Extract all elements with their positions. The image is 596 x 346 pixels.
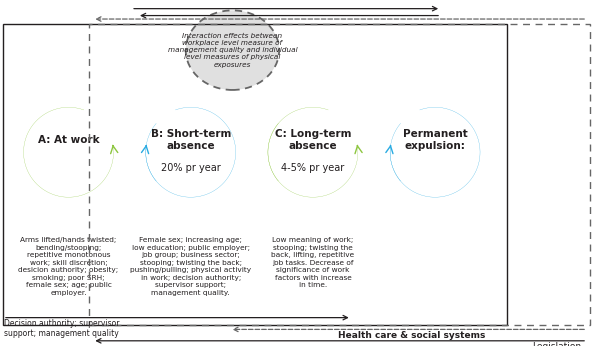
Ellipse shape [281,120,344,184]
Text: B: Short-term
absence: B: Short-term absence [151,129,231,151]
Text: Interaction effects between
workplace level measure of
management quality and in: Interaction effects between workplace le… [167,33,297,68]
Text: A: At work: A: At work [38,135,100,145]
Ellipse shape [186,10,279,90]
Ellipse shape [159,120,222,184]
Bar [89,24,590,325]
Text: Female sex; increasing age;
low education; public employer;
job group; business : Female sex; increasing age; low educatio… [130,237,252,295]
Ellipse shape [159,120,222,184]
Ellipse shape [403,120,467,184]
Text: 4-5% pr year: 4-5% pr year [281,163,344,173]
Text: Permanent
expulsion:: Permanent expulsion: [403,129,467,151]
Text: Health care & social systems: Health care & social systems [337,331,485,340]
Ellipse shape [403,120,467,184]
Ellipse shape [281,120,344,184]
Text: C: Long-term
absence: C: Long-term absence [275,129,351,151]
Text: 20% pr year: 20% pr year [161,163,221,173]
Text: Legislation: Legislation [532,342,581,346]
Text: Decision authority; supervisor
support; management quality: Decision authority; supervisor support; … [4,319,120,338]
Text: Low meaning of work;
stooping; twisting the
back, lifting, repetitive
job tasks.: Low meaning of work; stooping; twisting … [271,237,355,288]
Ellipse shape [37,120,100,184]
Text: Arms lifted/hands twisted;
bending/stooping;
repetitive monotonous
work; skill d: Arms lifted/hands twisted; bending/stoop… [18,237,119,295]
Bar [3,24,507,325]
